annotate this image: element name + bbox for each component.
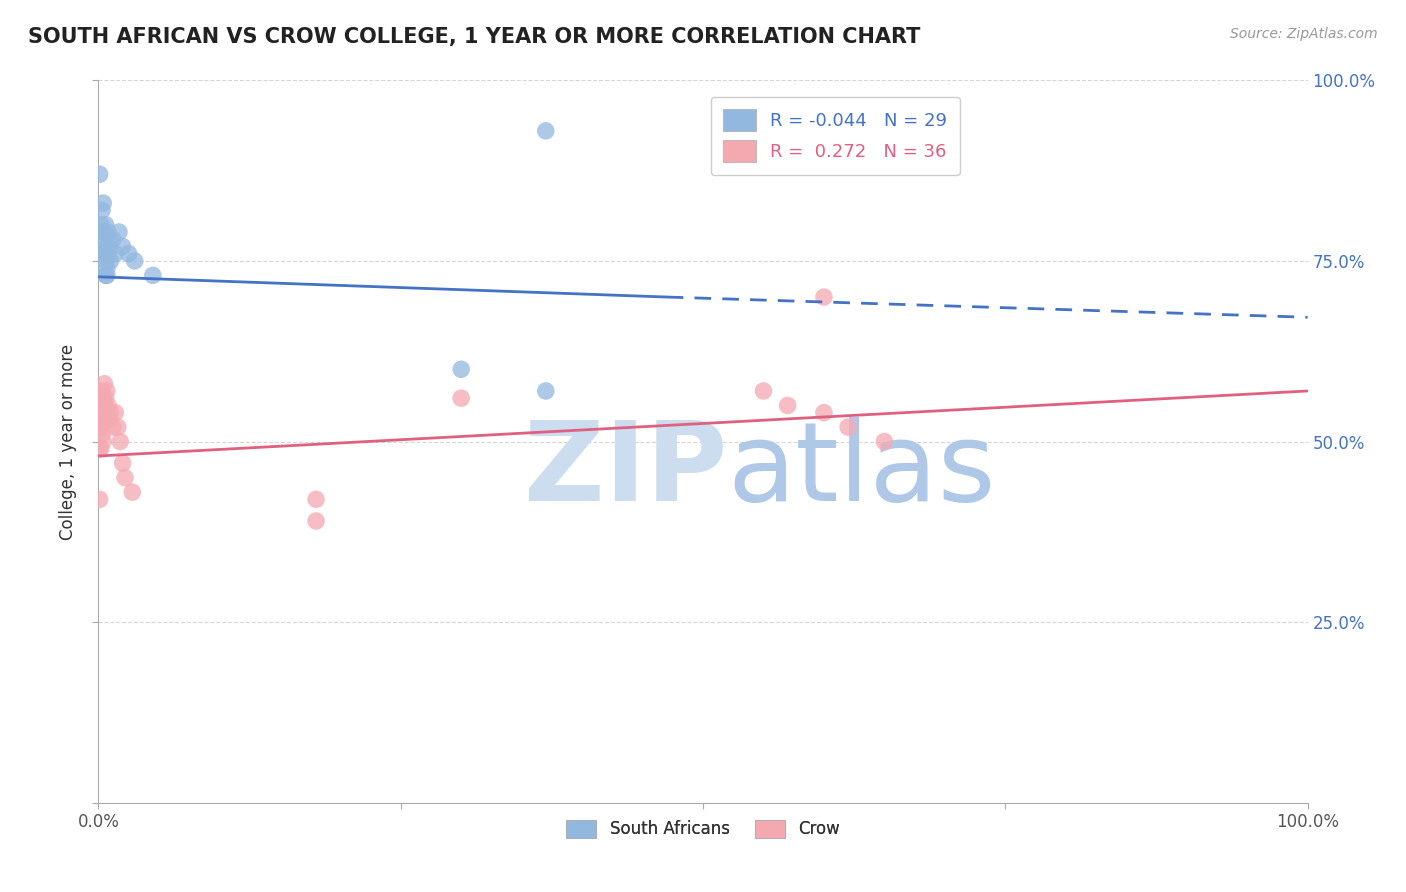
Point (101, 420, 124, 434)
Point (97, 398, 120, 412)
Point (534, 124, 557, 138)
Point (93, 225, 115, 239)
Point (98, 239, 121, 253)
Point (97, 246, 120, 260)
Point (96, 239, 118, 253)
Point (94, 413, 117, 427)
Point (94, 218, 117, 232)
Point (100, 253, 122, 268)
Point (305, 514, 328, 528)
Point (114, 470, 136, 484)
Point (813, 290, 835, 304)
Point (89, 420, 111, 434)
Point (91, 203, 114, 218)
Point (97, 225, 120, 239)
Legend: South Africans, Crow: South Africans, Crow (560, 813, 846, 845)
Point (93, 246, 115, 260)
Point (450, 362, 472, 376)
Point (96, 384, 118, 398)
Point (534, 384, 557, 398)
Point (90, 420, 112, 434)
Point (100, 406, 122, 420)
Point (107, 420, 129, 434)
Point (91, 225, 114, 239)
Point (93, 398, 115, 412)
Point (94, 268, 117, 283)
Text: SOUTH AFRICAN VS CROW COLLEGE, 1 YEAR OR MORE CORRELATION CHART: SOUTH AFRICAN VS CROW COLLEGE, 1 YEAR OR… (28, 27, 921, 46)
Point (104, 406, 127, 420)
Point (91, 232, 114, 246)
Point (91, 406, 114, 420)
Point (91, 391, 114, 405)
Point (98, 413, 121, 427)
Point (121, 485, 143, 500)
Point (111, 239, 134, 253)
Point (90, 398, 112, 412)
Point (91, 427, 114, 442)
Text: Source: ZipAtlas.com: Source: ZipAtlas.com (1230, 27, 1378, 41)
Point (93, 376, 115, 391)
Point (873, 434, 896, 449)
Point (837, 420, 859, 434)
Point (91, 196, 114, 211)
Point (752, 384, 775, 398)
Point (91, 434, 114, 449)
Text: ZIP: ZIP (524, 417, 727, 524)
Point (108, 225, 131, 239)
Point (90, 442, 112, 456)
Point (111, 456, 134, 470)
Point (813, 406, 835, 420)
Point (94, 253, 117, 268)
Point (450, 391, 472, 405)
Point (91, 246, 114, 260)
Point (96, 261, 118, 276)
Point (118, 246, 141, 260)
Point (108, 434, 131, 449)
Point (94, 391, 117, 405)
Point (104, 246, 127, 260)
Point (124, 253, 146, 268)
Point (89, 167, 111, 181)
Point (776, 398, 799, 412)
Point (91, 413, 114, 427)
Point (89, 442, 111, 456)
Point (96, 268, 118, 283)
Point (305, 492, 328, 507)
Text: atlas: atlas (727, 417, 995, 524)
Point (90, 218, 112, 232)
Point (101, 232, 124, 246)
Point (91, 384, 114, 398)
Point (142, 268, 165, 283)
Point (89, 492, 111, 507)
Y-axis label: College, 1 year or more: College, 1 year or more (59, 343, 77, 540)
